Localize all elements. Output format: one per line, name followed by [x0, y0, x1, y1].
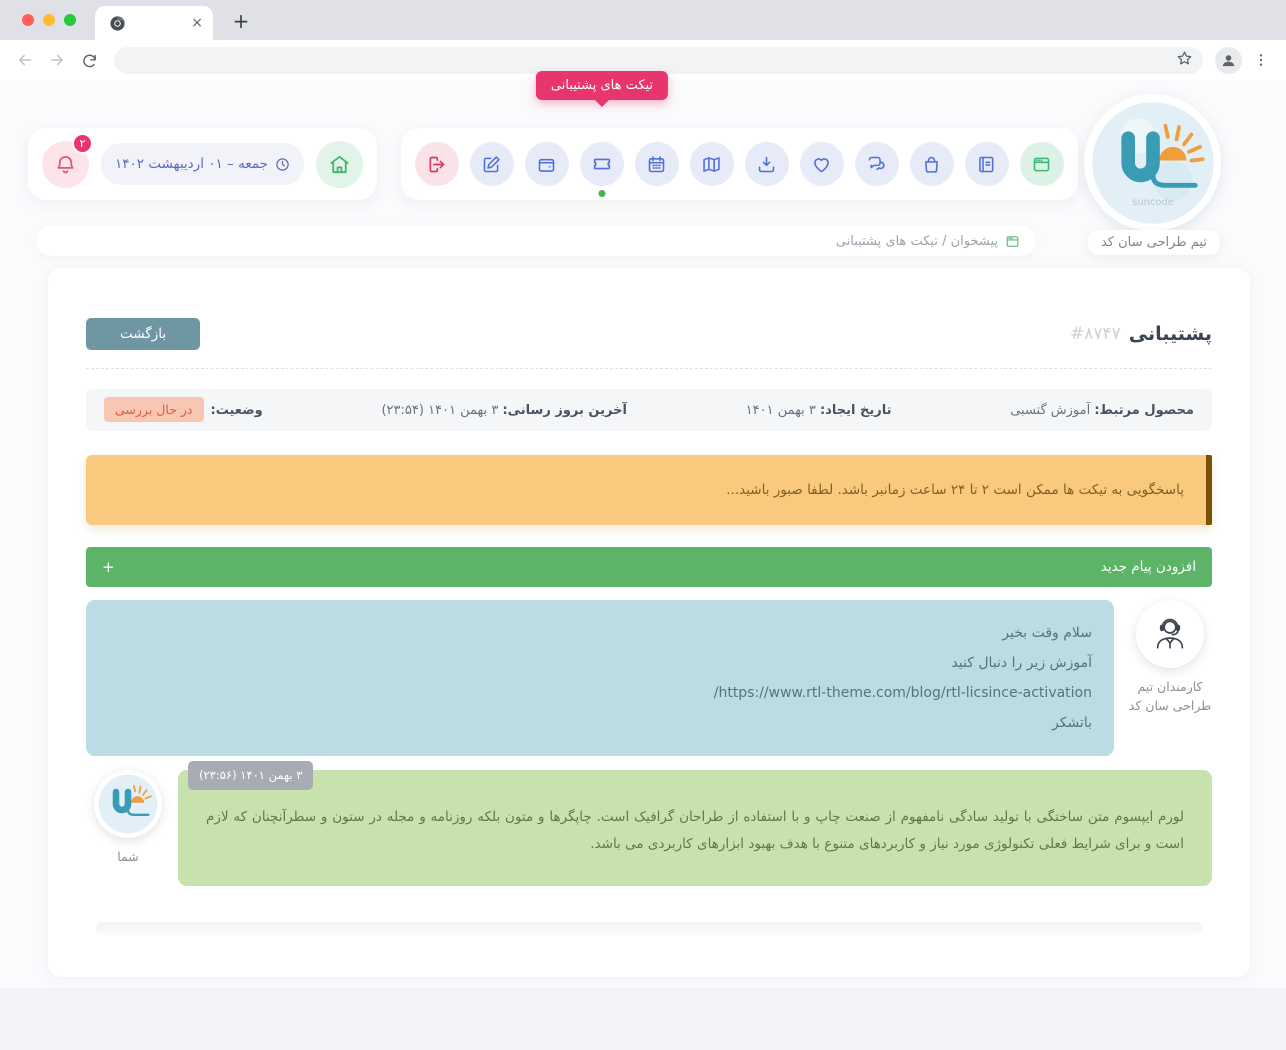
- message-timestamp: ۳ بهمن ۱۴۰۱ (۲۳:۵۶): [188, 761, 314, 790]
- team-name-label: تیم طراحی سان کد: [1087, 230, 1220, 255]
- clock-icon: [276, 157, 289, 171]
- message-text: لورم ایپسوم متن ساختگی با تولید سادگی نا…: [206, 809, 1184, 852]
- user-avatar-block: شما: [86, 770, 170, 886]
- section-divider: [96, 922, 1202, 935]
- comments-button[interactable]: [854, 142, 899, 186]
- edit-button[interactable]: [469, 142, 514, 186]
- add-message-button[interactable]: افزودن پیام جدید +: [86, 547, 1212, 587]
- support-agent-name: کارمندان تیم طراحی سان کد: [1128, 679, 1212, 714]
- orders-button[interactable]: [909, 142, 954, 186]
- suncode-logo-icon: suncode: [1091, 101, 1214, 224]
- breadcrumb[interactable]: پیشخوان / تیکت های پشتیبانی: [36, 226, 1036, 256]
- suncode-logo-icon: [98, 774, 158, 834]
- tab-close-icon[interactable]: ×: [191, 15, 203, 31]
- edit-icon: [484, 155, 501, 172]
- footer-strip: [0, 988, 1286, 1050]
- window-icon: [1006, 235, 1019, 247]
- maximize-window-button[interactable]: [64, 14, 76, 26]
- book-icon: [979, 156, 994, 172]
- plus-icon: +: [102, 558, 115, 576]
- heart-icon: [814, 157, 830, 172]
- main-nav-toolbar: تیکت های پشتیبانی: [400, 71, 1078, 200]
- message-link[interactable]: https://www.rtl-theme.com/blog/rtl-licsi…: [713, 685, 1092, 701]
- close-window-button[interactable]: [22, 14, 34, 26]
- support-avatar-block: کارمندان تیم طراحی سان کد: [1128, 600, 1212, 756]
- tickets-tooltip: تیکت های پشتیبانی: [535, 71, 669, 100]
- wallet-icon: [539, 158, 555, 172]
- meta-updated: آخرین بروز رسانی: ۳ بهمن ۱۴۰۱ (۲۳:۵۴): [381, 402, 627, 418]
- message-line: آموزش زیر را دنبال کنید: [951, 655, 1092, 671]
- meta-status: وضعیت:در حال بررسی: [104, 397, 263, 422]
- status-badge: در حال بررسی: [104, 397, 204, 422]
- back-button[interactable]: بازگشت: [86, 318, 201, 350]
- chat-icon: [869, 156, 886, 170]
- active-nav-dot: [598, 190, 606, 197]
- user-name: شما: [117, 849, 139, 864]
- message-support: کارمندان تیم طراحی سان کد سلام وقت بخیر …: [86, 600, 1212, 756]
- support-agent-avatar: [1136, 600, 1204, 668]
- minimize-window-button[interactable]: [43, 14, 55, 26]
- logout-button[interactable]: [414, 142, 459, 186]
- ticket-number: #۸۷۴۷: [1069, 324, 1121, 344]
- message-line: سلام وقت بخیر: [1002, 625, 1092, 641]
- chromium-favicon-icon: [110, 15, 125, 31]
- favorites-button[interactable]: [799, 142, 844, 186]
- back-icon[interactable]: [12, 47, 38, 73]
- support-agent-icon: [1156, 618, 1184, 649]
- ticket-card: پشتیبانی #۸۷۴۷ بازگشت محصول مرتبط: آموزش…: [48, 268, 1250, 977]
- ticket-meta-row: محصول مرتبط: آموزش گتسبی تاریخ ایجاد: ۳ …: [86, 389, 1212, 431]
- bookmark-star-icon[interactable]: [1176, 50, 1193, 71]
- date-display[interactable]: جمعه – ۰۱ اردیبهشت ۱۴۰۲: [101, 143, 304, 185]
- tab-strip: × +: [0, 0, 1286, 40]
- new-tab-button[interactable]: +: [232, 9, 250, 33]
- ticket-icon: [593, 158, 611, 170]
- app-header: ۲ جمعه – ۰۱ اردیبهشت ۱۴۰۲: [0, 71, 1286, 255]
- wallet-button[interactable]: [524, 142, 569, 186]
- window-controls: [22, 14, 76, 26]
- add-message-label: افزودن پیام جدید: [1100, 559, 1196, 575]
- home-icon: [330, 155, 349, 173]
- header-quick-card: ۲ جمعه – ۰۱ اردیبهشت ۱۴۰۲: [28, 128, 377, 200]
- support-message-bubble: سلام وقت بخیر آموزش زیر را دنبال کنید ht…: [86, 600, 1114, 756]
- app-page: ۲ جمعه – ۰۱ اردیبهشت ۱۴۰۲: [0, 71, 1286, 1050]
- menu-kebab-icon[interactable]: [1248, 47, 1274, 73]
- brand-block: suncode تیم طراحی سان کد: [1084, 94, 1224, 255]
- meta-product: محصول مرتبط: آموزش گتسبی: [1010, 402, 1194, 418]
- map-button[interactable]: [689, 142, 734, 186]
- calendar-button[interactable]: [634, 142, 679, 186]
- profile-avatar[interactable]: [1215, 46, 1242, 74]
- meta-created: تاریخ ایجاد: ۳ بهمن ۱۴۰۱: [745, 402, 892, 418]
- bell-icon: [57, 155, 74, 173]
- user-avatar: [94, 770, 162, 838]
- download-button[interactable]: [744, 142, 789, 186]
- library-button[interactable]: [964, 142, 1009, 186]
- svg-text:suncode: suncode: [1132, 197, 1174, 208]
- brand-logo[interactable]: suncode: [1084, 94, 1221, 231]
- notifications-button[interactable]: ۲: [42, 132, 93, 188]
- calendar-icon: [649, 155, 665, 172]
- map-icon: [703, 156, 721, 172]
- browser-icon: [1034, 157, 1050, 171]
- message-user: شما ۳ بهمن ۱۴۰۱ (۲۳:۵۶) لورم ایپسوم متن …: [86, 761, 1212, 886]
- tickets-button[interactable]: تیکت های پشتیبانی: [535, 71, 669, 197]
- date-label: جمعه – ۰۱ اردیبهشت ۱۴۰۲: [115, 156, 268, 172]
- response-time-notice: پاسخگویی به تیکت ها ممکن است ۲ تا ۲۴ ساع…: [86, 455, 1212, 525]
- notification-count-badge: ۲: [72, 132, 93, 154]
- home-button[interactable]: [315, 140, 363, 188]
- dashboard-button[interactable]: [1019, 142, 1064, 186]
- download-icon: [759, 156, 775, 172]
- logout-icon: [430, 156, 445, 172]
- ticket-title-row: پشتیبانی #۸۷۴۷ بازگشت: [86, 318, 1212, 369]
- message-line: باتشکر: [1051, 715, 1092, 731]
- bag-icon: [925, 156, 939, 173]
- reload-icon[interactable]: [76, 47, 102, 73]
- address-bar[interactable]: [114, 46, 1203, 74]
- forward-icon[interactable]: [44, 47, 70, 73]
- user-message-bubble: ۳ بهمن ۱۴۰۱ (۲۳:۵۶) لورم ایپسوم متن ساخت…: [178, 761, 1212, 886]
- breadcrumb-label: پیشخوان / تیکت های پشتیبانی: [835, 233, 998, 249]
- browser-tab[interactable]: ×: [95, 6, 213, 40]
- page-title: پشتیبانی: [1128, 323, 1212, 345]
